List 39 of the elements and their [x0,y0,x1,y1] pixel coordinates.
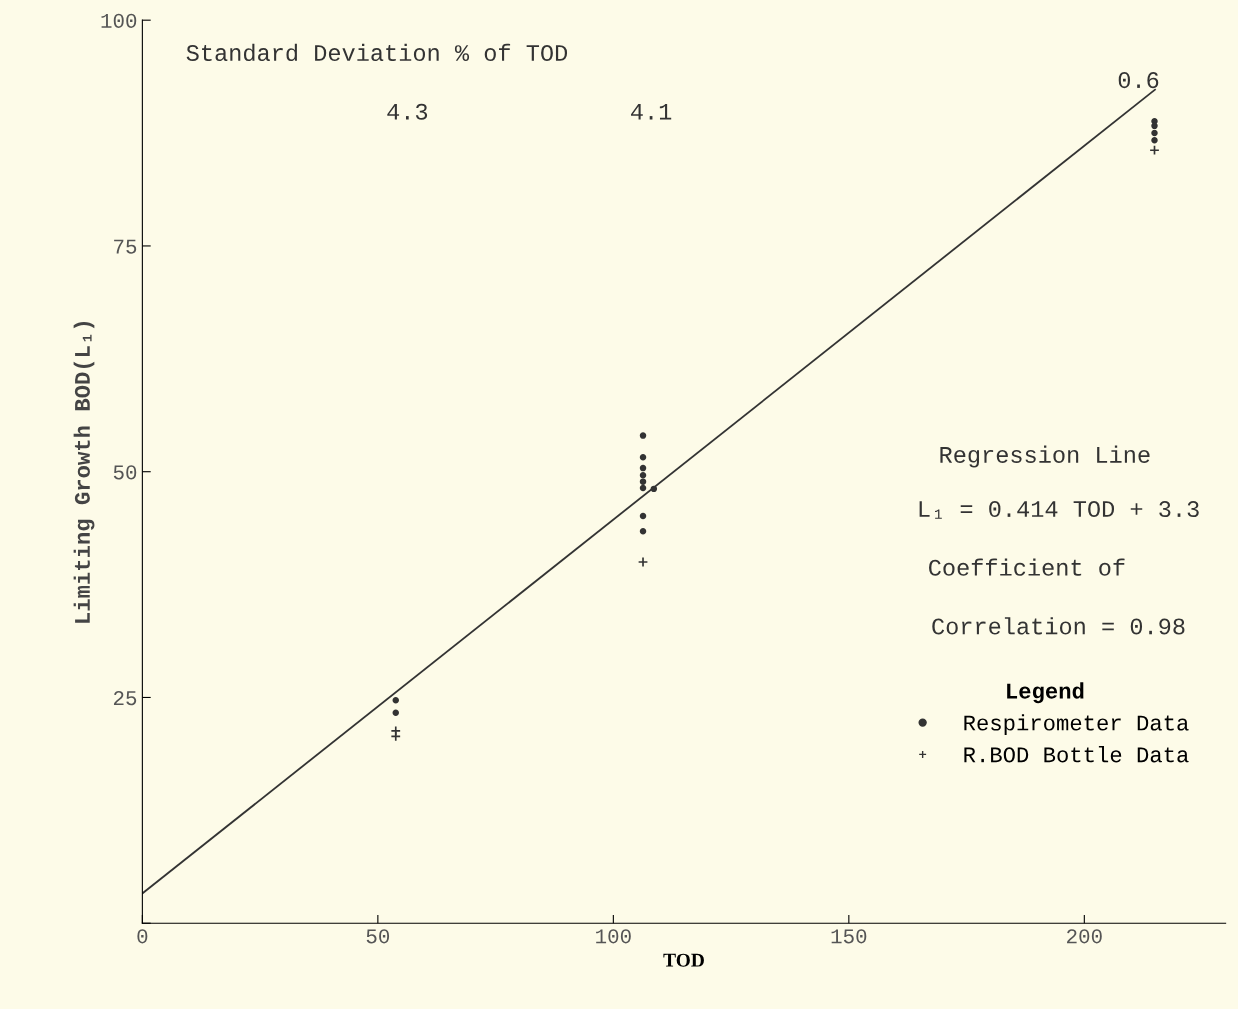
point [390,731,401,742]
x-tick-label: 200 [1067,929,1102,944]
legend-label: R.BOD Bottle Data [964,746,1189,763]
annotation: 4.3 [387,103,428,120]
y-tick-label: 75 [114,239,137,254]
y-tick-label: 25 [113,691,137,706]
x-tick-label: 0 [137,929,148,944]
point [392,696,399,704]
point [639,432,647,439]
point [1151,118,1158,125]
point [639,478,647,485]
annotation: L₁ = 0.414 TOD + 3.3 [919,501,1199,519]
x-tick-label: 50 [366,929,390,944]
annotation: Standard Deviation % of TOD [186,43,568,62]
point [637,556,649,568]
y-tick-label: 50 [113,465,137,480]
annotation: Regression Line [940,445,1150,468]
point [639,464,647,472]
point [650,485,658,493]
point [1151,122,1158,130]
point [639,472,647,479]
x-tick-label: 150 [831,929,867,944]
y-tick-label: 100 [101,13,137,28]
point [639,512,647,520]
y-axis-title: Limiting Growth BOD(L₁) [73,322,95,623]
point [1151,129,1158,137]
annotation: 4.1 [631,103,672,120]
point [639,484,647,492]
point [392,709,399,717]
point [1151,137,1158,144]
annotation: 0.6 [1118,72,1159,89]
legend-label: Respirometer Data [964,714,1189,735]
point [639,528,647,535]
x-axis-title: TOD [663,953,704,967]
legend-title: Legend [1007,682,1084,704]
x-tick-label: 100 [596,929,631,944]
point [639,454,647,461]
annotation: Correlation = 0.98 [932,617,1185,635]
annotation: Coefficient of [929,558,1125,576]
